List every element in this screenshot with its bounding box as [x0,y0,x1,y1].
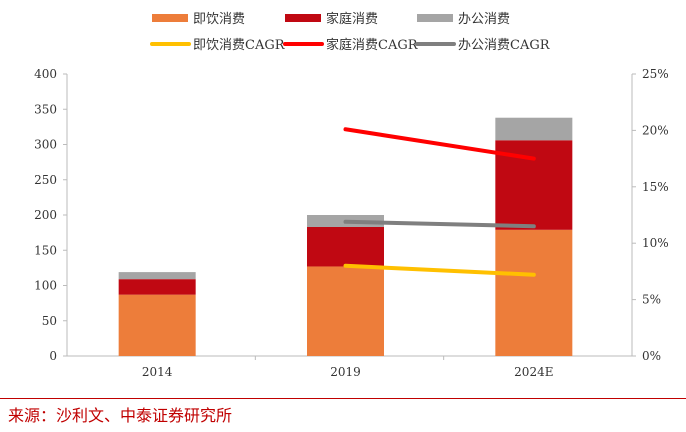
left-tick-label: 300 [34,138,57,152]
line-办公消费CAGR [343,219,536,229]
left-tick-label: 350 [34,102,57,116]
bar-办公消费 [118,272,196,280]
source-note: 来源：沙利文、中泰证券研究所 [8,406,233,425]
right-tick-label: 20% [642,123,669,137]
left-tick-label: 50 [42,314,57,328]
right-tick-label: 15% [642,180,669,194]
right-tick-label: 25% [642,67,669,81]
left-tick-label: 200 [34,208,57,222]
bar-即饮消费 [495,229,573,356]
bar-办公消费 [495,117,573,141]
legend-swatch [152,14,188,22]
right-tick-label: 10% [642,236,669,250]
legend-label: 办公消费CAGR [458,38,551,53]
line-家庭消费CAGR [343,127,536,161]
legend-label: 办公消费 [458,12,510,27]
source-divider [0,398,686,399]
x-tick-label: 2019 [330,365,361,379]
legend-swatch [285,14,321,22]
legend-swatch [417,14,453,22]
left-tick-label: 150 [34,243,57,257]
legend-label: 家庭消费CAGR [326,37,419,53]
bar-家庭消费 [307,226,384,267]
left-tick-label: 400 [34,67,57,81]
legend-label: 即饮消费 [193,12,245,27]
line-即饮消费CAGR [343,263,536,277]
left-tick-label: 100 [34,279,57,293]
left-tick-label: 0 [49,349,57,363]
legend-label: 家庭消费 [326,11,378,27]
x-tick-label: 2024E [514,365,553,379]
right-tick-label: 0% [642,349,661,363]
bar-即饮消费 [307,266,384,356]
bar-即饮消费 [118,294,196,356]
bar-家庭消费 [118,279,196,295]
legend-label: 即饮消费CAGR [193,38,286,53]
x-tick-label: 2014 [142,365,173,379]
right-tick-label: 5% [642,293,661,307]
left-tick-label: 250 [34,173,57,187]
chart-svg: 0 50 100 150 200 250 300 350 400 0% 5% 10% 15% 20% 25%… [34,11,669,379]
